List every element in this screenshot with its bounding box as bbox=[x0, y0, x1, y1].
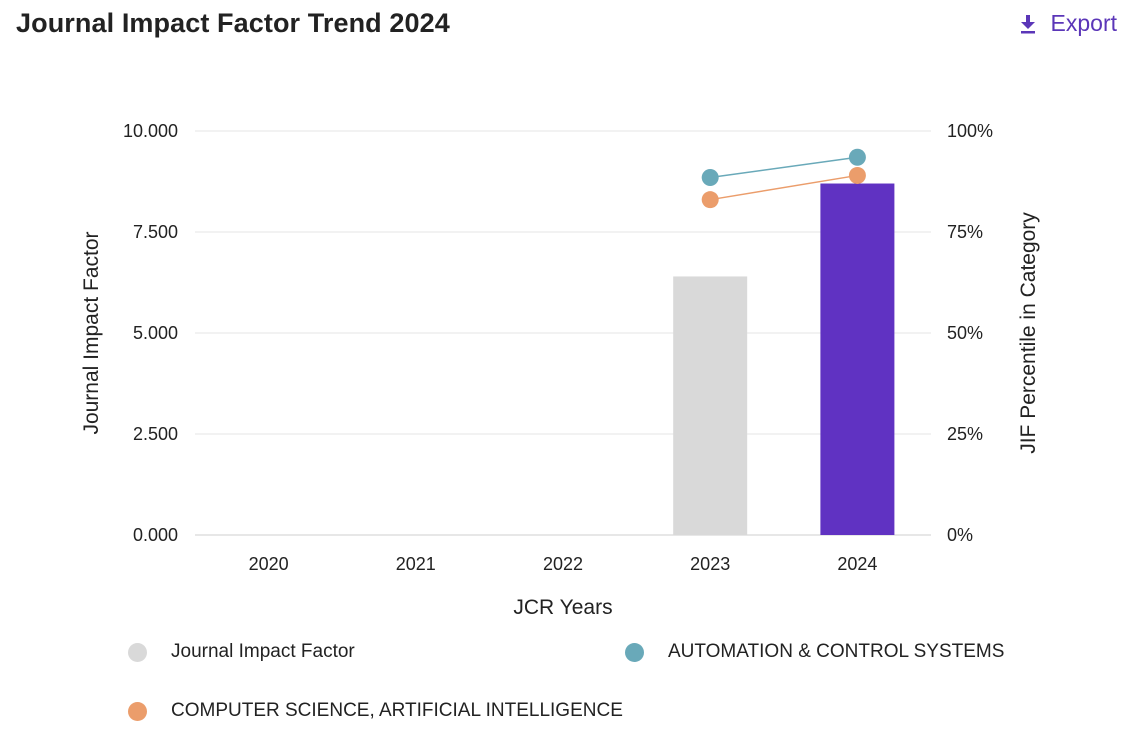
legend-marker-jif bbox=[128, 642, 147, 662]
export-button[interactable]: Export bbox=[1017, 10, 1117, 37]
x-tick-label: 2021 bbox=[396, 554, 436, 574]
legend-label: COMPUTER SCIENCE, ARTIFICIAL INTELLIGENC… bbox=[171, 700, 623, 721]
legend-item-cs-ai[interactable]: COMPUTER SCIENCE, ARTIFICIAL INTELLIGENC… bbox=[128, 700, 623, 722]
series-lines bbox=[701, 148, 866, 209]
y-axis-ticks: 0.000 2.500 5.000 7.500 10.000 bbox=[123, 121, 178, 545]
legend-label: Journal Impact Factor bbox=[171, 641, 355, 662]
bar-2024 bbox=[820, 183, 895, 535]
x-tick-label: 2024 bbox=[837, 554, 877, 574]
bar-2023 bbox=[673, 276, 748, 535]
y2-tick-label: 0% bbox=[947, 525, 973, 545]
y-tick-label: 0.000 bbox=[133, 525, 178, 545]
point-cs-ai bbox=[701, 191, 719, 209]
jif-trend-chart: 0.000 2.500 5.000 7.500 10.000 0% 25% 50% 75% 10… bbox=[80, 121, 1040, 619]
y2-tick-label: 100% bbox=[947, 121, 993, 141]
legend-label: AUTOMATION & CONTROL SYSTEMS bbox=[668, 641, 1005, 662]
export-label: Export bbox=[1050, 10, 1117, 36]
y2-tick-label: 25% bbox=[947, 424, 983, 444]
y2-axis-ticks: 0% 25% 50% 75% 100% bbox=[947, 121, 993, 545]
x-tick-label: 2020 bbox=[249, 554, 289, 574]
y2-tick-label: 75% bbox=[947, 222, 983, 242]
legend-marker-cs-ai bbox=[128, 701, 147, 721]
x-axis-ticks: 2020 2021 2022 2023 2024 bbox=[249, 554, 878, 574]
page-title: Journal Impact Factor Trend 2024 bbox=[16, 8, 450, 38]
download-icon bbox=[1020, 14, 1035, 33]
y-axis-label: Journal Impact Factor bbox=[80, 231, 103, 434]
series-line-automation bbox=[710, 156, 858, 179]
x-axis-label: JCR Years bbox=[513, 596, 612, 619]
series-line-cs-ai bbox=[710, 174, 858, 201]
gridlines bbox=[195, 130, 931, 536]
bars bbox=[673, 183, 895, 535]
y-tick-label: 10.000 bbox=[123, 121, 178, 141]
y-tick-label: 5.000 bbox=[133, 323, 178, 343]
legend-item-jif[interactable]: Journal Impact Factor bbox=[128, 641, 355, 663]
point-automation bbox=[701, 168, 719, 186]
legend-marker-automation bbox=[625, 642, 644, 662]
y-tick-label: 2.500 bbox=[133, 424, 178, 444]
x-tick-label: 2022 bbox=[543, 554, 583, 574]
x-tick-label: 2023 bbox=[690, 554, 730, 574]
y2-axis-label: JIF Percentile in Category bbox=[1017, 212, 1040, 454]
point-automation bbox=[848, 148, 866, 166]
point-cs-ai bbox=[848, 166, 866, 184]
legend-item-automation[interactable]: AUTOMATION & CONTROL SYSTEMS bbox=[625, 641, 1004, 663]
y-tick-label: 7.500 bbox=[133, 222, 178, 242]
y2-tick-label: 50% bbox=[947, 323, 983, 343]
